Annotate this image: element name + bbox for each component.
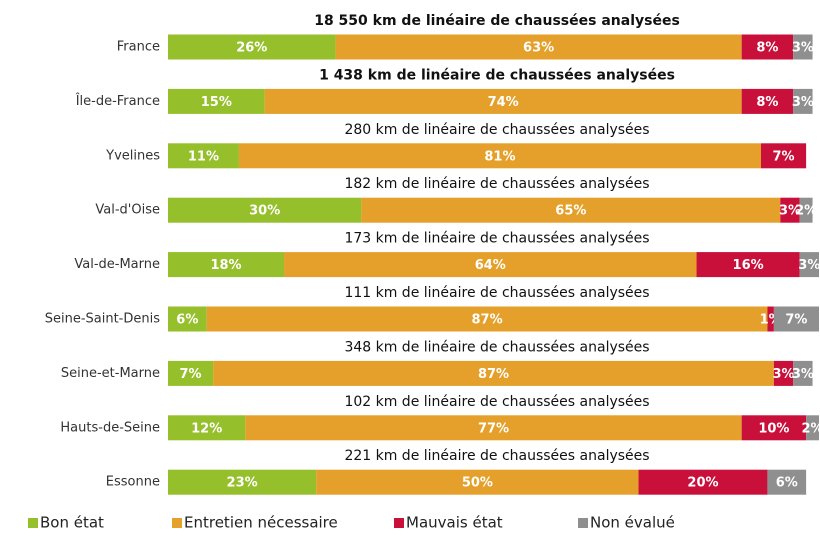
value-label: 65% <box>555 204 586 219</box>
annotation: 111 km de linéaire de chaussées analysée… <box>344 285 649 301</box>
legend-swatch <box>172 518 182 528</box>
bar-segment <box>213 360 774 386</box>
bar-segment <box>168 415 246 441</box>
bar-segment <box>206 306 768 332</box>
legend-swatch <box>394 518 404 528</box>
value-label: 7% <box>773 149 795 164</box>
value-label: 6% <box>776 476 798 491</box>
bar-segment <box>793 34 813 60</box>
bar-segment <box>168 143 239 169</box>
bar-segment <box>168 360 214 386</box>
value-label: 15% <box>201 95 232 110</box>
value-label: 10% <box>758 421 789 436</box>
legend-swatch <box>578 518 588 528</box>
value-label: 87% <box>478 367 509 382</box>
value-label: 20% <box>687 476 718 491</box>
value-label: 3% <box>792 41 814 56</box>
bar-segment <box>773 306 819 332</box>
bar-segment <box>806 415 819 441</box>
value-label: 8% <box>756 95 778 110</box>
value-label: 3% <box>798 258 820 273</box>
bar-segment <box>168 197 362 223</box>
bar-segment <box>767 469 807 495</box>
value-label: 6% <box>176 313 198 328</box>
bar-segment <box>168 34 336 60</box>
value-label: 18% <box>210 258 241 273</box>
value-label: 7% <box>180 367 202 382</box>
bar-segment <box>168 306 207 332</box>
category-label: Val-de-Marne <box>74 257 160 272</box>
category-label: Hauts-de-Seine <box>60 420 160 435</box>
annotation: 280 km de linéaire de chaussées analysée… <box>344 122 649 138</box>
value-label: 81% <box>484 149 515 164</box>
bar-segment <box>361 197 781 223</box>
legend-label: Non évalué <box>590 514 675 532</box>
bar-segment <box>335 34 742 60</box>
legend-label: Mauvais état <box>406 514 503 532</box>
value-label: 50% <box>462 476 493 491</box>
bar-segment <box>741 415 807 441</box>
value-label: 23% <box>227 476 258 491</box>
bar-segment <box>168 88 265 114</box>
bar-segment <box>799 197 813 223</box>
value-label: 2% <box>802 421 820 436</box>
annotation: 348 km de linéaire de chaussées analysée… <box>344 339 649 355</box>
bar-segment <box>793 88 813 114</box>
bar-segment <box>264 88 742 114</box>
legend-label: Entretien nécessaire <box>184 514 338 532</box>
bar-segment <box>284 252 697 278</box>
value-label: 74% <box>488 95 519 110</box>
legend-label: Bon état <box>40 514 104 532</box>
bar-segment <box>696 252 800 278</box>
value-label: 87% <box>471 313 502 328</box>
category-label: France <box>117 40 160 55</box>
value-label: 30% <box>249 204 280 219</box>
category-label: Yvelines <box>105 148 160 163</box>
bar-segment <box>168 252 285 278</box>
value-label: 8% <box>756 41 778 56</box>
annotation: 102 km de linéaire de chaussées analysée… <box>344 394 649 410</box>
bar-segment <box>316 469 639 495</box>
bar-segment <box>168 469 317 495</box>
value-label: 12% <box>191 421 222 436</box>
annotation: 1 438 km de linéaire de chaussées analys… <box>319 67 675 83</box>
bar-segment <box>238 143 761 169</box>
annotation: 182 km de linéaire de chaussées analysée… <box>344 176 649 192</box>
bar-segment <box>245 415 742 441</box>
value-label: 3% <box>779 204 801 219</box>
bar-segment <box>741 88 794 114</box>
category-label: Île-de-France <box>75 93 160 109</box>
bar-segment <box>741 34 794 60</box>
bar-segment <box>773 360 794 386</box>
value-label: 64% <box>475 258 506 273</box>
value-label: 3% <box>792 95 814 110</box>
value-label: 77% <box>478 421 509 436</box>
category-label: Val-d'Oise <box>95 203 160 218</box>
annotation: 221 km de linéaire de chaussées analysée… <box>344 448 649 464</box>
value-label: 3% <box>792 367 814 382</box>
bar-segment <box>780 197 800 223</box>
value-label: 16% <box>733 258 764 273</box>
category-label: Seine-Saint-Denis <box>45 312 161 327</box>
value-label: 7% <box>785 313 807 328</box>
annotation: 173 km de linéaire de chaussées analysée… <box>344 231 649 247</box>
value-label: 3% <box>773 367 795 382</box>
legend-swatch <box>28 518 38 528</box>
value-label: 11% <box>188 149 219 164</box>
value-label: 26% <box>236 41 267 56</box>
annotation: 18 550 km de linéaire de chaussées analy… <box>314 13 680 29</box>
category-label: Essonne <box>106 475 160 490</box>
bar-segment <box>638 469 768 495</box>
bar-segment <box>793 360 813 386</box>
bar-segment <box>760 143 807 169</box>
bar-segment <box>767 306 774 332</box>
bar-segment <box>799 252 819 278</box>
category-label: Seine-et-Marne <box>61 366 160 381</box>
value-label: 63% <box>523 41 554 56</box>
value-label: 2% <box>795 204 817 219</box>
